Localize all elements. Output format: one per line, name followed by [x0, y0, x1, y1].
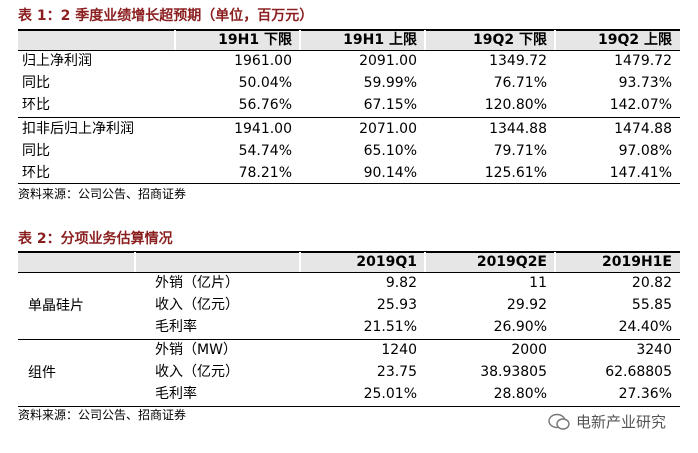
table-title: 表 2：分项业务估算情况: [18, 231, 173, 247]
cell: 59.99%: [363, 75, 417, 91]
rule: [18, 339, 680, 340]
cell: 27.36%: [618, 386, 672, 402]
cell: 29.92: [506, 297, 547, 313]
header-bg: [18, 30, 680, 50]
cell: 23.75: [376, 364, 417, 380]
cell: 1961.00: [234, 53, 292, 69]
cell: 2071.00: [359, 121, 417, 137]
column-header: 2019Q1: [356, 254, 417, 270]
column-header: 19H1 下限: [218, 32, 292, 48]
group-label: 组件: [28, 365, 56, 381]
cell: 78.21%: [238, 165, 292, 181]
watermark-icon: [548, 413, 570, 430]
cell: 54.74%: [238, 143, 292, 159]
row-label: 同比: [22, 75, 50, 91]
cell: 97.08%: [618, 143, 672, 159]
column-header: 19H1 上限: [343, 32, 417, 48]
col-sep: [299, 252, 301, 272]
rule: [18, 50, 680, 51]
cell: 20.82: [631, 275, 672, 291]
cell: 24.40%: [618, 319, 672, 335]
cell: 2091.00: [359, 53, 417, 69]
cell: 50.04%: [238, 75, 292, 91]
row-label: 收入（亿元）: [155, 364, 239, 380]
cell: 76.71%: [493, 75, 547, 91]
column-header: 19Q2 下限: [473, 32, 547, 48]
cell: 25.01%: [363, 386, 417, 402]
cell: 1344.88: [489, 121, 547, 137]
cell: 67.15%: [363, 97, 417, 113]
column-header: 19Q2 上限: [598, 32, 672, 48]
row-label: 毛利率: [155, 319, 197, 335]
row-label: 同比: [22, 143, 50, 159]
row-label: 收入（亿元）: [155, 297, 239, 313]
cell: 9.82: [385, 275, 417, 291]
cell: 38.93805: [480, 364, 547, 380]
header-bg: [18, 252, 680, 272]
rule: [18, 29, 680, 31]
cell: 56.76%: [238, 97, 292, 113]
cell: 1479.72: [614, 53, 672, 69]
row-label: 归上净利润: [22, 53, 92, 69]
col-sep: [424, 252, 426, 272]
cell: 65.10%: [363, 143, 417, 159]
column-header: 2019H1E: [602, 254, 672, 270]
cell: 147.41%: [609, 165, 672, 181]
cell: 25.93: [376, 297, 417, 313]
cell: 142.07%: [609, 97, 672, 113]
cell: 90.14%: [363, 165, 417, 181]
cell: 1349.72: [489, 53, 547, 69]
watermark: 电新产业研究: [576, 413, 667, 431]
cell: 125.61%: [484, 165, 547, 181]
cell: 120.80%: [484, 97, 547, 113]
row-label: 毛利率: [155, 386, 197, 402]
cell: 2000: [511, 342, 547, 358]
col-sep: [554, 252, 556, 272]
row-label: 环比: [22, 165, 50, 181]
cell: 3240: [636, 342, 672, 358]
cell: 93.73%: [618, 75, 672, 91]
source: 资料来源：公司公告、招商证券: [18, 408, 187, 422]
rule: [18, 406, 680, 407]
cell: 11: [529, 275, 547, 291]
cell: 62.68805: [605, 364, 672, 380]
rule: [18, 117, 680, 118]
row-label: 扣非后归上净利润: [22, 121, 134, 137]
row-label: 外销（亿片）: [155, 275, 239, 291]
group-label: 单晶硅片: [28, 298, 84, 314]
row-label: 环比: [22, 97, 50, 113]
cell: 21.51%: [363, 319, 417, 335]
rule: [18, 272, 680, 273]
col-sep: [299, 30, 301, 50]
cell: 79.71%: [493, 143, 547, 159]
col-sep: [174, 30, 176, 50]
cell: 28.80%: [493, 386, 547, 402]
rule: [18, 183, 680, 184]
cell: 1474.88: [614, 121, 672, 137]
source: 资料来源：公司公告、招商证券: [18, 187, 187, 201]
cell: 1941.00: [234, 121, 292, 137]
cell: 26.90%: [493, 319, 547, 335]
col-sep: [554, 30, 556, 50]
column-header: 2019Q2E: [476, 254, 547, 270]
rule: [18, 251, 680, 253]
row-label: 外销（MW）: [155, 342, 237, 358]
cell: 1240: [381, 342, 417, 358]
cell: 55.85: [631, 297, 672, 313]
table-title: 表 1：2 季度业绩增长超预期（单位，百万元）: [18, 8, 314, 24]
col-sep: [134, 252, 136, 272]
col-sep: [424, 30, 426, 50]
